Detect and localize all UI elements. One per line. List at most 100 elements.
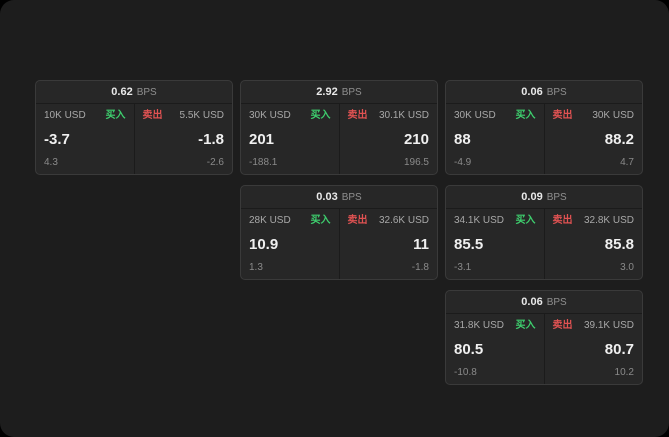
sell-amount: 32.8K USD — [583, 215, 634, 226]
card-header: 0.09 BPS — [446, 186, 642, 209]
card-header: 0.06 BPS — [446, 291, 642, 314]
sell-panel[interactable]: 卖出 39.1K USD 80.7 10.2 — [545, 314, 643, 384]
sell-price: 88.2 — [604, 131, 634, 148]
buy-delta: -4.9 — [454, 157, 472, 168]
buy-label: 买入 — [310, 215, 331, 226]
buy-delta: 1.3 — [249, 262, 263, 273]
quote-card: 0.06 BPS 31.8K USD 买入 80.5 -10.8 卖出 39.1… — [445, 290, 643, 385]
card-header: 0.06 BPS — [446, 81, 642, 104]
buy-panel[interactable]: 30K USD 买入 88 -4.9 — [446, 104, 545, 174]
buy-label: 买入 — [515, 215, 536, 226]
buy-price: 10.9 — [249, 236, 279, 253]
sell-label: 卖出 — [347, 110, 368, 121]
buy-amount: 34.1K USD — [454, 215, 505, 226]
buy-price: -3.7 — [44, 131, 70, 148]
sell-panel-top: 卖出 32.8K USD — [553, 215, 635, 227]
card-header: 0.03 BPS — [241, 186, 437, 209]
bps-unit-label: BPS — [341, 86, 362, 98]
buy-panel[interactable]: 31.8K USD 买入 80.5 -10.8 — [446, 314, 545, 384]
sell-panel-top: 卖出 5.5K USD — [143, 110, 225, 122]
quote-card: 0.09 BPS 34.1K USD 买入 85.5 -3.1 卖出 32.8K… — [445, 185, 643, 280]
quote-card: 2.92 BPS 30K USD 买入 201 -188.1 卖出 30.1K … — [240, 80, 438, 175]
bps-unit-label: BPS — [546, 296, 567, 308]
bps-value: 0.03 — [316, 191, 338, 203]
buy-delta: -3.1 — [454, 262, 472, 273]
card-body: 10K USD 买入 -3.7 4.3 卖出 5.5K USD -1.8 -2.… — [36, 104, 232, 174]
sell-label: 卖出 — [347, 215, 368, 226]
sell-label: 卖出 — [142, 110, 163, 121]
bps-unit-label: BPS — [136, 86, 157, 98]
sell-price: 85.8 — [604, 236, 634, 253]
bps-value: 0.06 — [521, 86, 543, 98]
card-body: 30K USD 买入 201 -188.1 卖出 30.1K USD 210 1… — [241, 104, 437, 174]
sell-price: 11 — [413, 236, 429, 253]
buy-price: 201 — [249, 131, 275, 148]
quote-card: 0.06 BPS 30K USD 买入 88 -4.9 卖出 30K USD — [445, 80, 643, 175]
bps-value: 0.06 — [521, 296, 543, 308]
bps-value: 0.62 — [111, 86, 133, 98]
buy-panel-top: 28K USD 买入 — [249, 215, 331, 227]
buy-label: 买入 — [515, 110, 536, 121]
sell-delta: 196.5 — [403, 157, 429, 168]
buy-panel-top: 31.8K USD 买入 — [454, 320, 536, 332]
sell-label: 卖出 — [552, 215, 573, 226]
sell-panel-top: 卖出 32.6K USD — [348, 215, 430, 227]
sell-delta: -1.8 — [411, 262, 429, 273]
quote-card: 0.03 BPS 28K USD 买入 10.9 1.3 卖出 32.6K US… — [240, 185, 438, 280]
buy-delta: 4.3 — [44, 157, 58, 168]
sell-amount: 5.5K USD — [179, 110, 224, 121]
card-body: 34.1K USD 买入 85.5 -3.1 卖出 32.8K USD 85.8… — [446, 209, 642, 279]
sell-panel[interactable]: 卖出 30.1K USD 210 196.5 — [340, 104, 438, 174]
bps-unit-label: BPS — [546, 86, 567, 98]
buy-panel[interactable]: 10K USD 买入 -3.7 4.3 — [36, 104, 135, 174]
sell-panel[interactable]: 卖出 5.5K USD -1.8 -2.6 — [135, 104, 233, 174]
card-body: 28K USD 买入 10.9 1.3 卖出 32.6K USD 11 -1.8 — [241, 209, 437, 279]
sell-amount: 30.1K USD — [378, 110, 429, 121]
buy-price: 85.5 — [454, 236, 484, 253]
buy-price: 80.5 — [454, 341, 484, 358]
sell-delta: 3.0 — [620, 262, 634, 273]
buy-panel-top: 34.1K USD 买入 — [454, 215, 536, 227]
sell-amount: 32.6K USD — [378, 215, 429, 226]
buy-panel-top: 30K USD 买入 — [454, 110, 536, 122]
sell-panel-top: 卖出 39.1K USD — [553, 320, 635, 332]
buy-amount: 10K USD — [44, 110, 86, 121]
buy-amount: 30K USD — [249, 110, 291, 121]
buy-delta: -188.1 — [249, 157, 278, 168]
bps-value: 0.09 — [521, 191, 543, 203]
sell-amount: 30K USD — [592, 110, 634, 121]
sell-delta: -2.6 — [206, 157, 224, 168]
card-body: 31.8K USD 买入 80.5 -10.8 卖出 39.1K USD 80.… — [446, 314, 642, 384]
bps-unit-label: BPS — [546, 191, 567, 203]
buy-label: 买入 — [105, 110, 126, 121]
buy-panel[interactable]: 30K USD 买入 201 -188.1 — [241, 104, 340, 174]
buy-delta: -10.8 — [454, 367, 477, 378]
bps-unit-label: BPS — [341, 191, 362, 203]
card-body: 30K USD 买入 88 -4.9 卖出 30K USD 88.2 4.7 — [446, 104, 642, 174]
buy-panel-top: 30K USD 买入 — [249, 110, 331, 122]
buy-amount: 28K USD — [249, 215, 291, 226]
sell-panel[interactable]: 卖出 32.8K USD 85.8 3.0 — [545, 209, 643, 279]
sell-panel[interactable]: 卖出 30K USD 88.2 4.7 — [545, 104, 643, 174]
sell-label: 卖出 — [552, 320, 573, 331]
buy-amount: 30K USD — [454, 110, 496, 121]
sell-panel[interactable]: 卖出 32.6K USD 11 -1.8 — [340, 209, 438, 279]
sell-delta: 10.2 — [614, 367, 634, 378]
buy-panel-top: 10K USD 买入 — [44, 110, 126, 122]
sell-delta: 4.7 — [620, 157, 634, 168]
card-header: 2.92 BPS — [241, 81, 437, 104]
buy-label: 买入 — [515, 320, 536, 331]
sell-price: -1.8 — [198, 131, 224, 148]
sell-price: 210 — [403, 131, 429, 148]
bps-value: 2.92 — [316, 86, 338, 98]
buy-label: 买入 — [310, 110, 331, 121]
buy-panel[interactable]: 34.1K USD 买入 85.5 -3.1 — [446, 209, 545, 279]
sell-panel-top: 卖出 30K USD — [553, 110, 635, 122]
buy-price: 88 — [454, 131, 471, 148]
sell-amount: 39.1K USD — [583, 320, 634, 331]
buy-panel[interactable]: 28K USD 买入 10.9 1.3 — [241, 209, 340, 279]
card-header: 0.62 BPS — [36, 81, 232, 104]
sell-price: 80.7 — [604, 341, 634, 358]
sell-panel-top: 卖出 30.1K USD — [348, 110, 430, 122]
